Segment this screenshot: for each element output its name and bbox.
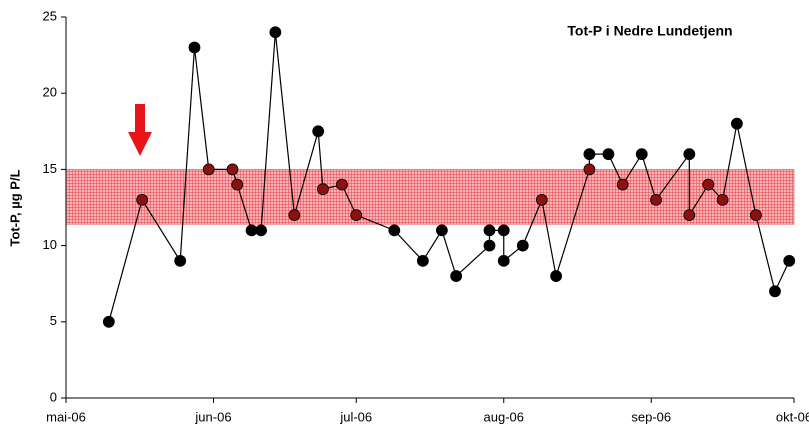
data-point	[255, 224, 267, 237]
data-point	[317, 183, 329, 196]
series-line	[108, 32, 790, 322]
y-tick-label: 10	[43, 237, 57, 252]
data-point	[231, 178, 244, 191]
data-point	[483, 239, 496, 252]
data-point	[683, 148, 696, 161]
data-point	[350, 209, 363, 222]
data-point	[535, 193, 548, 206]
data-point	[769, 285, 781, 298]
data-point	[616, 178, 629, 191]
x-tick-label: okt-06	[776, 409, 809, 424]
data-point	[750, 209, 762, 222]
x-tick-label: jul-06	[339, 409, 372, 424]
data-point	[783, 254, 796, 267]
y-tick-label: 15	[43, 161, 57, 176]
data-point	[483, 224, 496, 237]
data-point	[583, 163, 596, 176]
data-point	[635, 148, 648, 161]
target-band	[65, 169, 795, 225]
data-point	[702, 178, 715, 191]
data-point	[416, 254, 429, 267]
data-point	[450, 270, 463, 282]
y-tick-label: 25	[43, 8, 57, 23]
y-axis-label: Tot-P, µg P/L	[7, 169, 22, 246]
data-point	[136, 193, 149, 206]
x-tick-label: sep-06	[631, 409, 671, 424]
data-point	[388, 224, 401, 237]
data-point	[497, 224, 510, 237]
x-tick-label: mai-06	[46, 409, 86, 424]
data-point	[716, 193, 729, 206]
data-point	[435, 224, 448, 237]
data-point	[336, 178, 348, 191]
data-point	[102, 315, 115, 328]
y-tick-label: 0	[50, 389, 57, 404]
arrow	[128, 104, 152, 156]
x-tick-label: jun-06	[194, 409, 231, 424]
data-point	[583, 148, 596, 161]
data-point	[683, 209, 696, 222]
y-tick-label: 5	[50, 313, 57, 328]
x-tick-label: aug-06	[484, 409, 524, 424]
data-point	[269, 26, 282, 39]
data-point	[516, 239, 529, 252]
chart-title: Tot-P i Nedre Lundetjenn	[567, 23, 732, 39]
data-point	[497, 254, 510, 267]
data-point	[288, 209, 301, 222]
y-tick-label: 20	[43, 85, 57, 100]
data-point	[550, 270, 562, 282]
data-point	[226, 163, 239, 176]
data-point	[202, 163, 215, 176]
data-point	[731, 117, 743, 130]
data-point	[174, 254, 187, 267]
data-point	[312, 125, 325, 138]
data-point	[188, 41, 201, 54]
data-point	[602, 148, 615, 161]
data-point	[650, 193, 662, 206]
